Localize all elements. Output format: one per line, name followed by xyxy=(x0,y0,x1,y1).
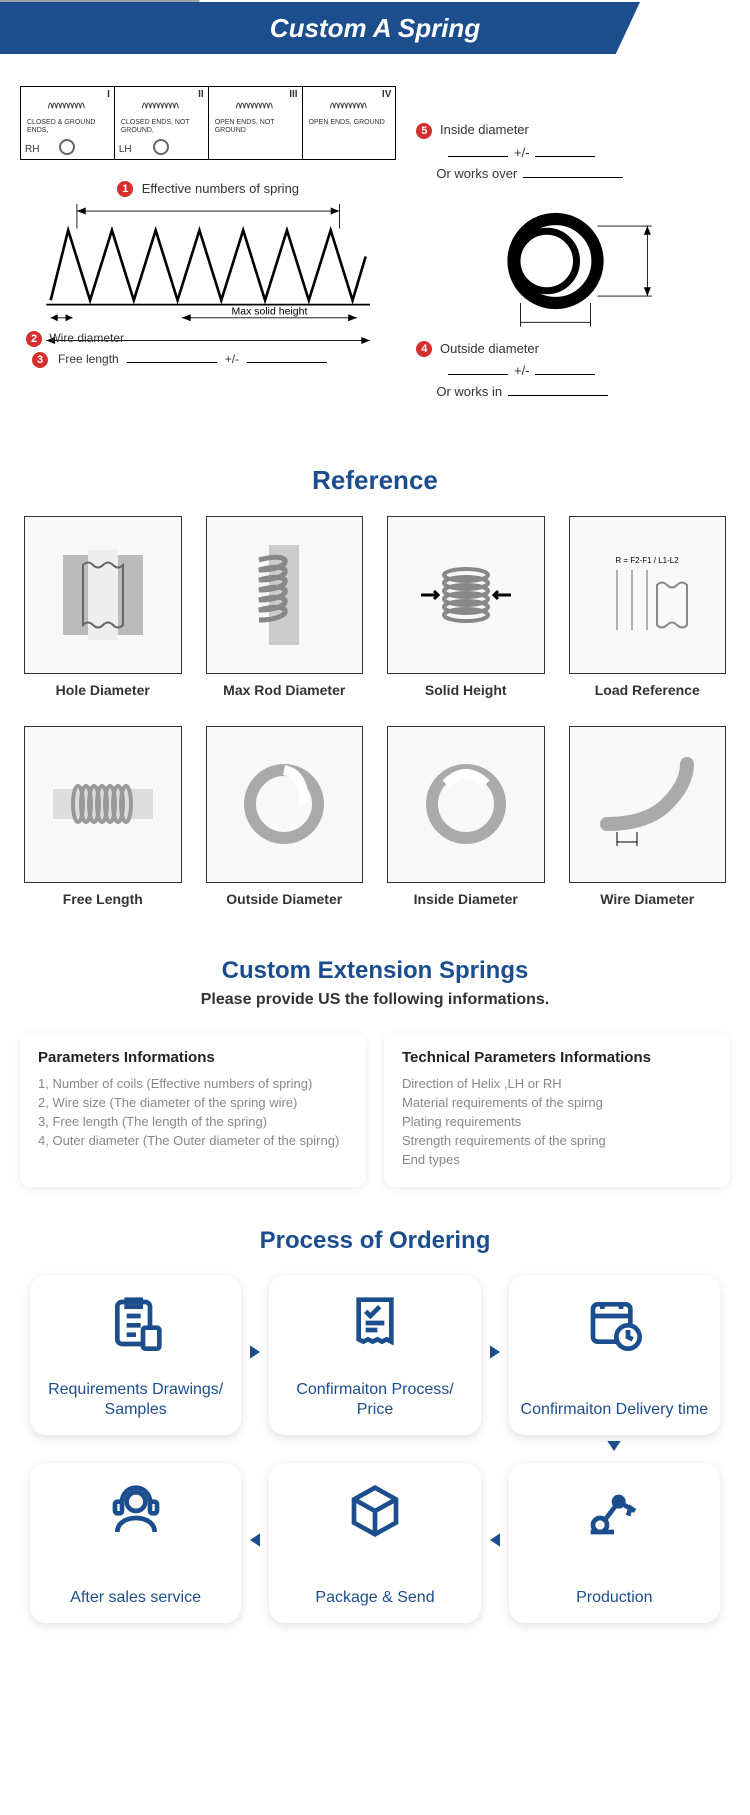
load-reference-icon: R = F2-F1 / L1-L2 xyxy=(597,545,697,645)
step-production: Production xyxy=(509,1463,720,1623)
rod-diameter-icon xyxy=(234,545,334,645)
headset-icon xyxy=(108,1483,164,1539)
free-length-icon xyxy=(53,754,153,854)
clipboard-icon xyxy=(108,1295,164,1351)
ref-card: Max Rod Diameter xyxy=(206,516,364,698)
svg-text:R = F2-F1 / L1-L2: R = F2-F1 / L1-L2 xyxy=(616,556,680,565)
process-grid: Requirements Drawings/ Samples Confirmai… xyxy=(0,1275,750,1623)
step-confirm-delivery: Confirmaiton Delivery time xyxy=(509,1275,720,1435)
free-length-label: 3 Free length +/- xyxy=(32,351,396,368)
ref-card: Hole Diameter xyxy=(24,516,182,698)
cross-section-icon xyxy=(483,191,663,331)
ref-card: Free Length xyxy=(24,726,182,908)
robot-arm-icon xyxy=(586,1483,642,1539)
diameter-diagram: 5 Inside diameter +/- Or works over 4 O xyxy=(416,86,730,405)
hole-diameter-icon xyxy=(53,545,153,645)
ref-card: Wire Diameter xyxy=(569,726,727,908)
tech-box: Technical Parameters Informations Direct… xyxy=(384,1033,730,1187)
receipt-icon xyxy=(347,1295,403,1351)
end-type-3: III OPEN ENDS, NOT GROUND xyxy=(209,87,303,159)
end-type-4: IV OPEN ENDS, GROUND xyxy=(303,87,396,159)
step-confirm-price: Confirmaiton Process/ Price xyxy=(269,1275,480,1435)
effective-label: 1 Effective numbers of spring xyxy=(20,180,396,198)
arrow-down-icon xyxy=(509,1436,720,1462)
extension-subtitle: Please provide US the following informat… xyxy=(0,991,750,1009)
coil-icon xyxy=(47,93,87,113)
ref-card: Inside Diameter xyxy=(387,726,545,908)
package-icon xyxy=(347,1483,403,1539)
end-type-2: II CLOSED ENDS, NOT GROUND, LH xyxy=(115,87,209,159)
params-box: Parameters Informations 1, Number of coi… xyxy=(20,1033,366,1187)
ref-card: R = F2-F1 / L1-L2 Load Reference xyxy=(569,516,727,698)
spring-diagram: Max solid height xyxy=(20,204,396,344)
extension-title: Custom Extension Springs xyxy=(0,957,750,985)
arrow-right-icon xyxy=(241,1342,269,1368)
step-package: Package & Send xyxy=(269,1463,480,1623)
arrow-left-icon xyxy=(481,1530,509,1556)
ref-card: Solid Height xyxy=(387,516,545,698)
reference-title: Reference xyxy=(0,465,750,496)
end-type-1: I CLOSED & GROUND ENDS, RH xyxy=(21,87,115,159)
circle-icon xyxy=(59,139,75,155)
step-after-sales: After sales service xyxy=(30,1463,241,1623)
calendar-clock-icon xyxy=(586,1295,642,1351)
outside-diameter-icon xyxy=(234,754,334,854)
diagram-section: I CLOSED & GROUND ENDS, RH II CLOSED END… xyxy=(0,56,750,425)
svg-text:Max solid height: Max solid height xyxy=(231,305,307,317)
process-title: Process of Ordering xyxy=(0,1227,750,1255)
arrow-right-icon xyxy=(481,1342,509,1368)
info-row: Parameters Informations 1, Number of coi… xyxy=(0,1033,750,1187)
end-types-row: I CLOSED & GROUND ENDS, RH II CLOSED END… xyxy=(20,86,396,160)
wire-diameter-icon xyxy=(597,754,697,854)
reference-grid: Hole Diameter Max Rod Diameter Solid Hei… xyxy=(0,516,750,907)
header-banner: Custom A Spring xyxy=(0,0,750,56)
arrow-left-icon xyxy=(241,1530,269,1556)
step-requirements: Requirements Drawings/ Samples xyxy=(30,1275,241,1435)
solid-height-icon xyxy=(416,545,516,645)
inside-diameter-icon xyxy=(416,754,516,854)
ref-card: Outside Diameter xyxy=(206,726,364,908)
banner-title: Custom A Spring xyxy=(0,0,750,56)
